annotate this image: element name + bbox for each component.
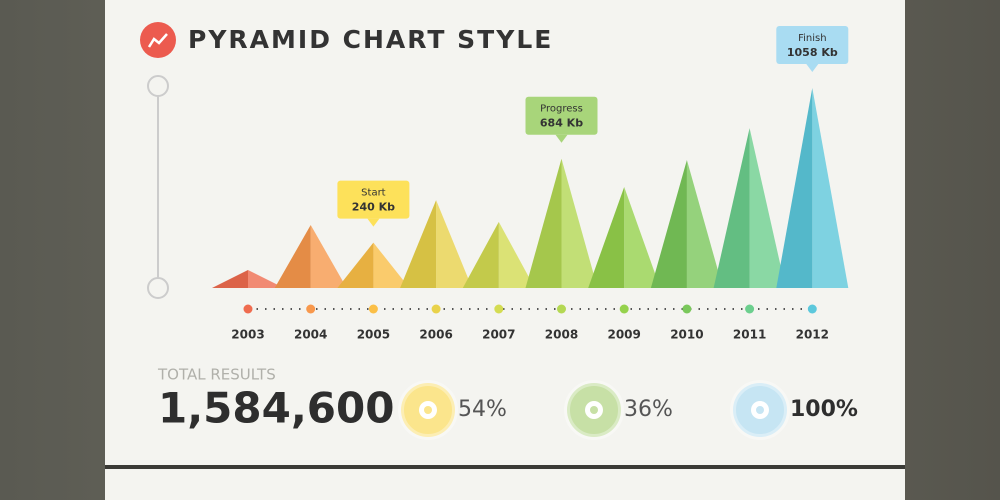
pyramid-face-left (525, 158, 562, 288)
stat-label: 100% (790, 397, 858, 422)
card-footer (105, 469, 905, 500)
year-dot (682, 304, 692, 314)
pyramid-face-shade (525, 158, 562, 288)
pyramid (588, 187, 661, 288)
x-tick-label: 2010 (670, 328, 703, 342)
slider-handle-bottom[interactable] (147, 277, 169, 299)
x-tick-label: 2004 (294, 328, 327, 342)
pyramid (274, 225, 347, 288)
pyramid-face-left (212, 270, 248, 288)
pyramid (713, 128, 786, 288)
pyramid-face-left (588, 187, 625, 288)
pyramid-face-right (373, 242, 410, 288)
x-tick-label: 2009 (607, 328, 640, 342)
title-icon (140, 22, 176, 58)
callout-value: 240 Kb (352, 201, 395, 214)
pyramid-face-shade (462, 221, 499, 288)
pyramid-face-shade (588, 187, 625, 288)
callout-box (776, 26, 849, 64)
x-tick-label: 2007 (482, 328, 515, 342)
stat-label: 54% (458, 397, 507, 422)
callout-pointer (367, 218, 380, 227)
year-dot (619, 304, 629, 314)
title-icon-glyph (147, 33, 168, 48)
callout-value: 1058 Kb (787, 46, 838, 59)
stat-center (590, 406, 598, 414)
stat-center (756, 406, 764, 414)
pyramid-face-left (462, 221, 499, 288)
pyramid-face-right (498, 221, 535, 288)
callout-label: Progress (540, 104, 583, 115)
x-tick-label: 2005 (357, 328, 390, 342)
x-tick-label: 2008 (545, 328, 578, 342)
stat-ring (730, 380, 790, 440)
x-tick-label: 2006 (419, 328, 452, 342)
pyramid-face-left (650, 160, 687, 288)
stat-ring (564, 380, 624, 440)
x-tick-label: 2003 (231, 328, 264, 342)
year-dot (368, 304, 378, 314)
stat-center (424, 406, 432, 414)
pyramid (337, 242, 410, 288)
pyramid-face-shade (650, 160, 687, 288)
pyramid-face-shade (713, 128, 750, 288)
pyramid-face-right (812, 88, 849, 288)
year-dot (745, 304, 755, 314)
pyramid (525, 158, 598, 288)
year-dot (243, 304, 253, 314)
pyramid (400, 200, 473, 288)
chart-title: PYRAMID CHART STYLE (188, 25, 553, 54)
x-tick-label: 2011 (733, 328, 766, 342)
slider-handle-top[interactable] (147, 75, 169, 97)
stats-label: TOTAL RESULTS (157, 366, 276, 384)
callout-pointer (555, 134, 568, 143)
pyramid (462, 221, 535, 288)
stat-label: 36% (624, 397, 673, 422)
pyramid-face-left (274, 225, 311, 288)
year-dot (557, 304, 566, 314)
callout-value: 684 Kb (540, 117, 583, 130)
callout-box (337, 180, 410, 219)
pyramid-face-left (776, 88, 813, 288)
pyramid-face-left (713, 128, 750, 288)
card-divider (105, 465, 905, 469)
pyramid (650, 160, 723, 288)
pyramid-face-right (749, 128, 786, 288)
pyramid-face-right (624, 187, 661, 288)
year-dot (431, 304, 441, 314)
callout-label: Start (361, 188, 386, 199)
pyramid (776, 88, 849, 288)
pyramid-face-shade (400, 200, 437, 288)
pyramid (212, 270, 284, 288)
year-dot (306, 304, 316, 314)
pyramid-face-left (400, 200, 437, 288)
callout-box (525, 96, 598, 135)
pyramid-face-shade (776, 88, 813, 288)
pyramid-face-right (248, 270, 284, 288)
year-dot (807, 304, 817, 314)
pyramid-face-right (561, 158, 598, 288)
pyramid-face-shade (274, 225, 311, 288)
year-dot (494, 304, 504, 314)
stat-ring (398, 380, 458, 440)
pyramid-face-shade (337, 242, 374, 288)
pyramid-face-right (436, 200, 473, 288)
callout-pointer (806, 64, 819, 72)
pyramid-face-shade (212, 270, 248, 288)
pyramid-face-right (310, 225, 347, 288)
pyramid-face-right (686, 160, 723, 288)
x-tick-label: 2012 (796, 328, 829, 342)
pyramid-face-left (337, 242, 374, 288)
callout-label: Finish (798, 33, 826, 44)
stats-total: 1,584,600 (158, 384, 394, 433)
